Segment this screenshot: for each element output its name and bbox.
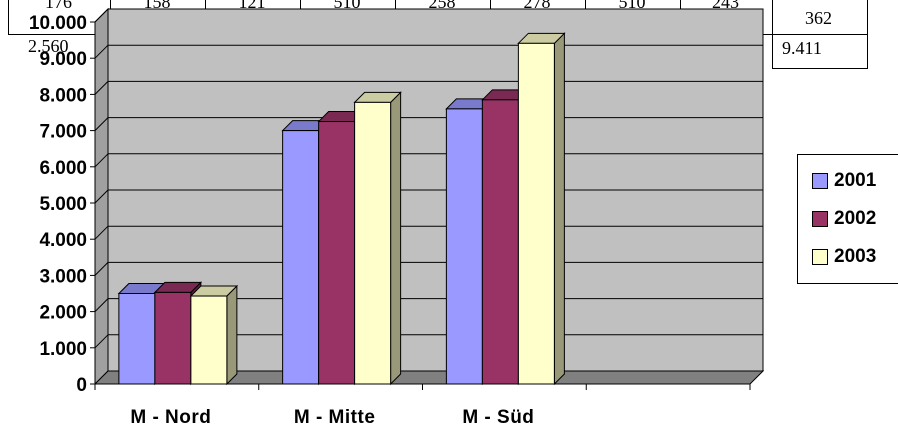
background-table-value: 176 — [45, 0, 72, 12]
y-tick-label: 3.000 — [39, 266, 87, 287]
y-tick-label: 2.000 — [39, 303, 87, 324]
legend-swatch-2003 — [812, 249, 828, 265]
legend-item-2002: 2002 — [812, 207, 876, 231]
gridline — [94, 334, 109, 349]
y-tick-label: 4.000 — [39, 230, 87, 251]
bar-2003-0 — [190, 295, 228, 385]
y-tick-label: 1.000 — [39, 339, 87, 360]
gridline — [94, 153, 109, 168]
bar-2002-2 — [481, 99, 519, 385]
background-table-value: 9.411 — [782, 38, 822, 58]
y-tick-label: 10.000 — [29, 13, 87, 34]
y-tick-label: 0 — [76, 375, 87, 396]
gridline — [94, 189, 109, 204]
bar-side — [390, 91, 402, 386]
bar-2003-1 — [354, 101, 392, 385]
background-table-value: 362 — [805, 8, 832, 28]
legend-swatch-2001 — [812, 173, 828, 189]
background-table-cell — [772, 34, 868, 69]
legend-item-2001: 2001 — [812, 169, 876, 193]
y-tick-label: 5.000 — [39, 194, 87, 215]
gridline — [94, 298, 109, 312]
y-tick-label: 7.000 — [39, 122, 87, 143]
background-table-value: 2.560 — [28, 36, 69, 56]
bar-2002-0 — [154, 291, 192, 385]
bar-2001-0 — [118, 293, 156, 385]
legend-label-2003: 2003 — [834, 246, 877, 267]
legend-swatch-2002 — [812, 211, 828, 227]
bar-2001-1 — [282, 130, 320, 385]
gridline — [94, 44, 109, 59]
legend-item-2003: 2003 — [812, 245, 876, 269]
gridline — [94, 117, 109, 131]
y-tick-label: 6.000 — [39, 158, 87, 179]
bar-2001-2 — [445, 108, 483, 385]
chart-legend: 2001 2002 2003 — [797, 154, 898, 284]
background-table-divider — [772, 0, 773, 34]
x-tick-label: M - Nord — [130, 407, 211, 428]
gridline — [94, 81, 109, 95]
bar-side — [553, 32, 565, 386]
legend-label-2002: 2002 — [834, 208, 877, 229]
y-tick-label: 9.000 — [39, 49, 87, 70]
bar-2003-2 — [517, 42, 555, 385]
x-tick-label: M - Mitte — [294, 407, 376, 428]
gridline — [94, 8, 109, 23]
x-tick-label: M - Süd — [462, 407, 534, 428]
bar-2002-1 — [318, 121, 356, 385]
gridline — [94, 225, 109, 240]
bar-side — [226, 284, 238, 386]
legend-label-2001: 2001 — [834, 170, 877, 191]
gridline — [94, 262, 109, 276]
y-tick-label: 8.000 — [39, 85, 87, 106]
